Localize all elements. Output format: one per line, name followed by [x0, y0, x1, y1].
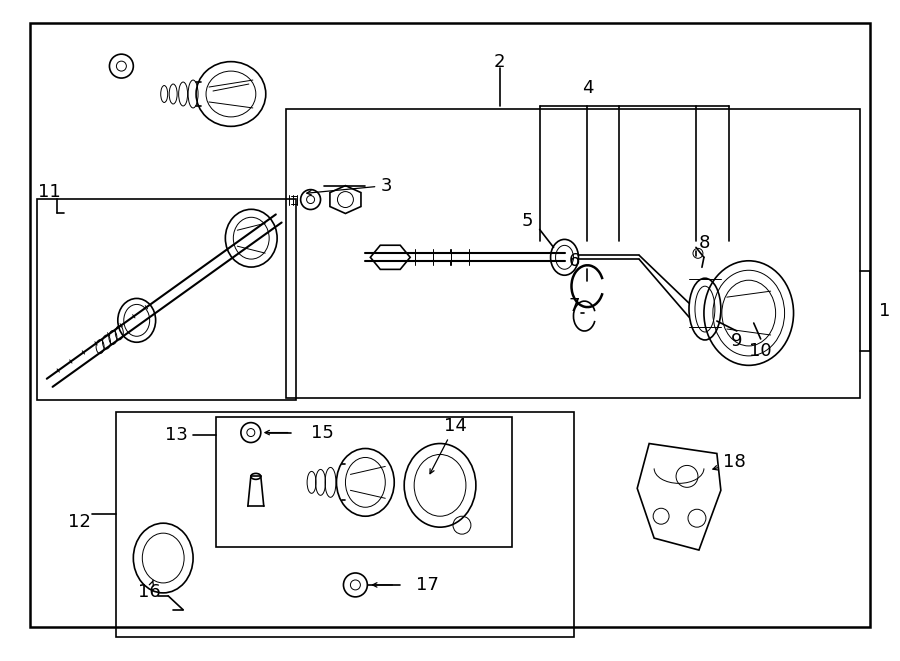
Text: 2: 2 [494, 53, 506, 71]
Text: 16: 16 [138, 580, 160, 601]
Text: 17: 17 [416, 576, 439, 594]
Bar [116, 412, 574, 637]
Bar [37, 198, 296, 400]
Text: 5: 5 [522, 212, 534, 231]
Text: 11: 11 [39, 182, 61, 200]
Bar [216, 416, 512, 547]
Text: 15: 15 [310, 424, 334, 442]
Text: 8: 8 [699, 235, 711, 253]
Text: 14: 14 [430, 416, 466, 474]
Text: 4: 4 [581, 79, 593, 97]
Text: 18: 18 [713, 453, 745, 471]
Bar [285, 109, 860, 398]
Text: 12: 12 [68, 513, 91, 531]
Text: 7: 7 [569, 297, 580, 315]
Text: 6: 6 [569, 253, 580, 270]
Text: 9: 9 [731, 332, 742, 350]
Text: 10: 10 [750, 342, 772, 360]
Text: 1: 1 [879, 302, 891, 320]
Text: 13: 13 [165, 426, 187, 444]
Text: 3: 3 [307, 176, 392, 195]
